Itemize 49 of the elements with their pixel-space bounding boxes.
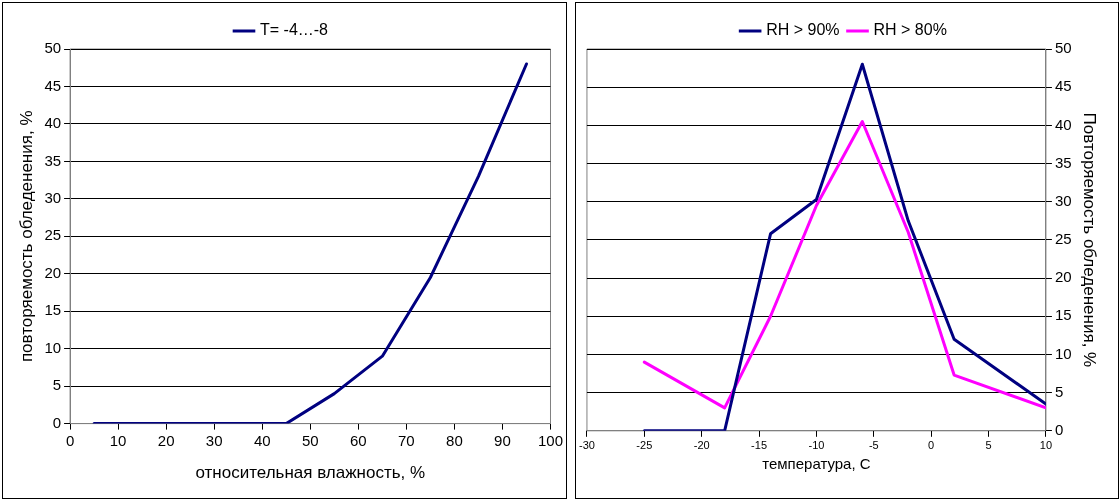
- y-axis-title: повторяемость обледенения, %: [16, 110, 36, 363]
- y-tick-label: 40: [44, 114, 62, 132]
- x-axis-title: температура, С: [762, 455, 871, 473]
- y2-tick-label: 45: [1054, 77, 1072, 95]
- x-tick-label: 0: [928, 439, 935, 452]
- x-axis-title: относительная влажность, %: [195, 463, 426, 483]
- legend-label: RH > 90%: [766, 21, 840, 39]
- y2-tick-label: 5: [1054, 382, 1064, 400]
- x-tick-label: 20: [157, 431, 175, 449]
- y2-tick-label: 50: [1054, 39, 1072, 57]
- x-tick-label: 100: [537, 431, 563, 449]
- x-tick-label: -20: [693, 439, 710, 452]
- x-tick-label: -10: [808, 439, 825, 452]
- y2-tick-label: 40: [1054, 115, 1072, 133]
- x-tick-label: 30: [205, 431, 223, 449]
- legend-label: T= -4…-8: [259, 21, 329, 39]
- x-tick-label: 50: [301, 431, 319, 449]
- y2-tick-label: 25: [1054, 230, 1072, 248]
- y2-tick-label: 20: [1054, 268, 1072, 286]
- y-tick-label: 10: [44, 338, 62, 356]
- y-tick-label: 25: [44, 226, 62, 244]
- x-tick-label: 0: [65, 431, 75, 449]
- x-tick-label: -15: [751, 439, 768, 452]
- y-tick-label: 50: [44, 39, 62, 57]
- y-tick-label: 5: [52, 376, 62, 394]
- y-tick-label: 0: [52, 413, 62, 431]
- y2-tick-label: 15: [1054, 306, 1072, 324]
- y-tick-label: 35: [44, 151, 62, 169]
- y2-tick-label: 10: [1054, 344, 1072, 362]
- x-tick-label: 70: [398, 431, 415, 449]
- x-tick-label: 80: [446, 431, 463, 449]
- y-tick-label: 45: [44, 76, 62, 94]
- y-tick-label: 20: [44, 263, 62, 281]
- x-tick-label: -25: [636, 439, 653, 452]
- y2-tick-label: 30: [1054, 191, 1072, 209]
- y2-axis-title: Повторяемость обледенения, %: [1080, 112, 1100, 368]
- y-tick-label: 15: [44, 301, 62, 319]
- y-tick-label: 30: [44, 188, 62, 206]
- x-tick-label: 5: [985, 439, 992, 452]
- legend-label: RH > 80%: [873, 21, 947, 39]
- x-tick-label: 10: [109, 431, 127, 449]
- x-tick-label: -5: [868, 439, 879, 452]
- x-tick-label: -30: [579, 439, 595, 452]
- y2-tick-label: 35: [1054, 153, 1072, 171]
- x-tick-label: 40: [253, 431, 271, 449]
- x-tick-label: 10: [1039, 439, 1053, 452]
- x-tick-label: 60: [349, 431, 367, 449]
- y2-tick-label: 0: [1054, 420, 1064, 438]
- x-tick-label: 90: [494, 431, 511, 449]
